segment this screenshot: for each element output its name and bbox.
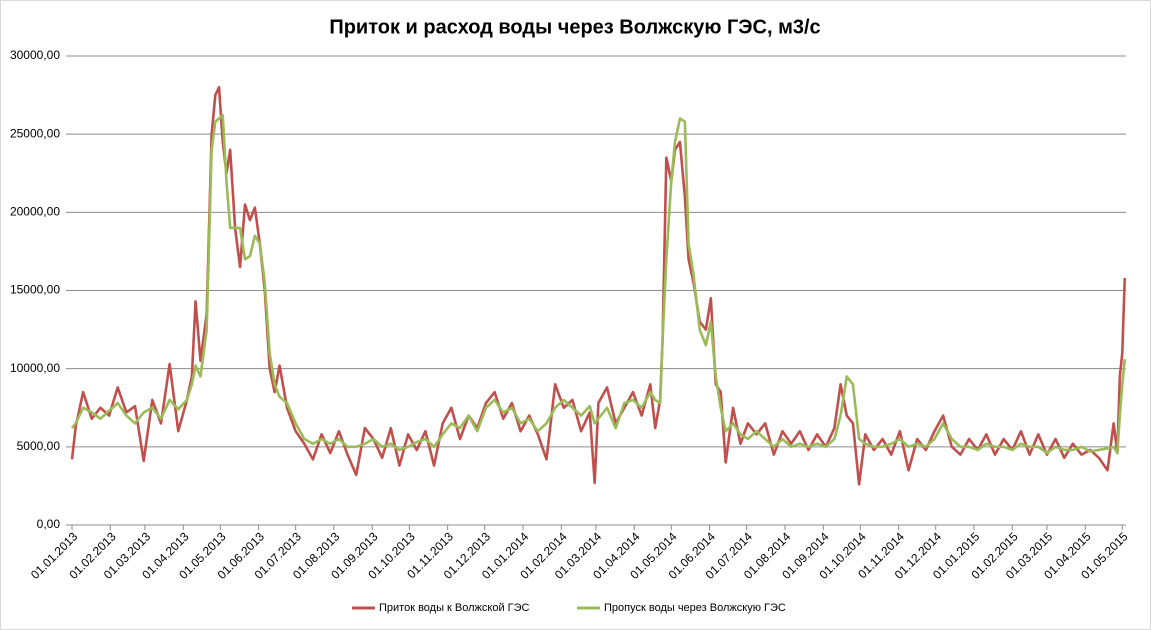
y-tick-label: 15000,00 [10,283,60,297]
y-tick-label: 20000,00 [10,205,60,219]
y-tick-label: 10000,00 [10,361,60,375]
y-tick-label: 0,00 [37,517,61,531]
legend-label: Приток воды к Волжской ГЭС [379,602,530,614]
chart-title: Приток и расход воды через Волжскую ГЭС,… [329,16,820,38]
y-tick-label: 5000,00 [17,439,61,453]
data-line [70,85,1127,486]
y-tick-label: 25000,00 [10,126,60,140]
data-line [70,114,1127,455]
y-tick-label: 30000,00 [10,48,60,62]
legend-label: Пропуск воды через Волжскую ГЭС [604,602,786,614]
